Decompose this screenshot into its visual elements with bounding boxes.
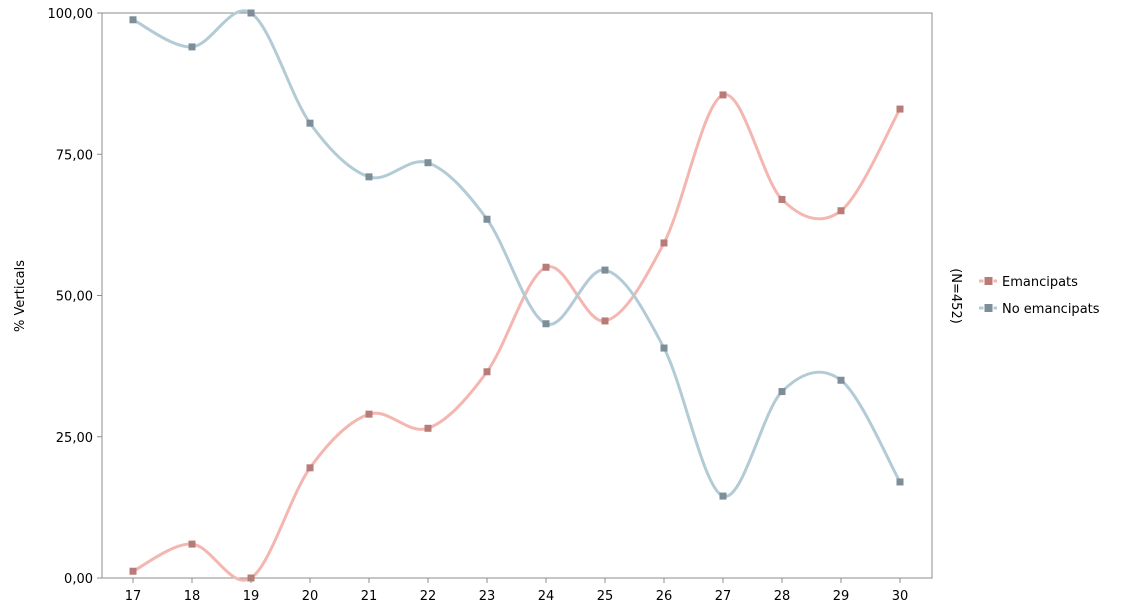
data-point-marker bbox=[188, 540, 196, 548]
data-point-marker bbox=[778, 195, 786, 203]
data-point-marker bbox=[188, 43, 196, 51]
data-point-marker bbox=[306, 464, 314, 472]
series-lines bbox=[131, 9, 902, 582]
y-tick-label: 25,00 bbox=[56, 431, 93, 446]
y-tick-label: 100,00 bbox=[48, 7, 94, 22]
y-axis-title: % Verticals bbox=[13, 260, 28, 332]
data-point-marker bbox=[896, 105, 904, 113]
data-point-marker bbox=[719, 91, 727, 99]
x-tick-label: 30 bbox=[892, 589, 909, 604]
data-point-marker bbox=[247, 9, 255, 17]
data-point-marker bbox=[542, 263, 550, 271]
x-tick-label: 23 bbox=[479, 589, 496, 604]
data-point-marker bbox=[601, 266, 609, 274]
data-point-marker bbox=[483, 215, 491, 223]
series-markers bbox=[129, 9, 904, 582]
legend: Emancipats No emancipats bbox=[979, 275, 1100, 317]
legend-label: No emancipats bbox=[1002, 302, 1100, 317]
data-point-marker bbox=[660, 239, 668, 247]
data-point-marker bbox=[129, 567, 137, 575]
x-tick-label: 22 bbox=[420, 589, 437, 604]
y-tick-label: 50,00 bbox=[56, 290, 93, 305]
data-point-marker bbox=[424, 424, 432, 432]
x-tick-label: 28 bbox=[774, 589, 791, 604]
data-point-marker bbox=[601, 317, 609, 325]
data-point-marker bbox=[896, 478, 904, 486]
data-point-marker bbox=[660, 344, 668, 352]
x-tick-label: 17 bbox=[125, 589, 142, 604]
x-tick-label: 26 bbox=[656, 589, 673, 604]
x-axis: 17 18 19 20 21 22 23 24 25 26 27 28 29 30 bbox=[125, 578, 909, 604]
x-tick-label: 18 bbox=[184, 589, 201, 604]
data-point-marker bbox=[306, 119, 314, 127]
data-point-marker bbox=[365, 410, 373, 418]
plot-area-frame bbox=[101, 12, 933, 579]
x-tick-label: 20 bbox=[302, 589, 319, 604]
x-tick-label: 19 bbox=[243, 589, 260, 604]
series-line-1 bbox=[131, 93, 902, 582]
y-tick-label: 75,00 bbox=[56, 148, 93, 163]
data-point-marker bbox=[837, 207, 845, 215]
y-axis: 0,00 25,00 50,00 75,00 100,00 bbox=[48, 7, 102, 587]
legend-swatch-marker bbox=[983, 303, 994, 313]
data-point-marker bbox=[719, 492, 727, 500]
x-tick-label: 21 bbox=[361, 589, 378, 604]
legend-label: Emancipats bbox=[1002, 275, 1078, 290]
data-point-marker bbox=[365, 173, 373, 181]
x-tick-label: 24 bbox=[538, 589, 555, 604]
series-line-2 bbox=[131, 9, 902, 498]
data-point-marker bbox=[542, 320, 550, 328]
x-tick-label: 27 bbox=[715, 589, 732, 604]
data-point-marker bbox=[837, 376, 845, 384]
data-point-marker bbox=[778, 388, 786, 396]
data-point-marker bbox=[424, 159, 432, 167]
x-tick-label: 25 bbox=[597, 589, 614, 604]
x-tick-label: 29 bbox=[833, 589, 850, 604]
y-tick-label: 0,00 bbox=[64, 572, 93, 587]
sample-size-note: (N=452) bbox=[948, 268, 963, 324]
legend-swatch-marker bbox=[983, 276, 994, 286]
data-point-marker bbox=[129, 16, 137, 24]
data-point-marker bbox=[483, 368, 491, 376]
